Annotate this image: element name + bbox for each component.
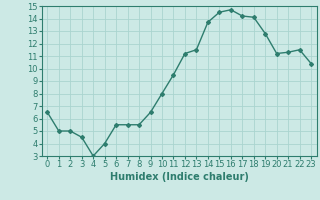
- X-axis label: Humidex (Indice chaleur): Humidex (Indice chaleur): [110, 172, 249, 182]
